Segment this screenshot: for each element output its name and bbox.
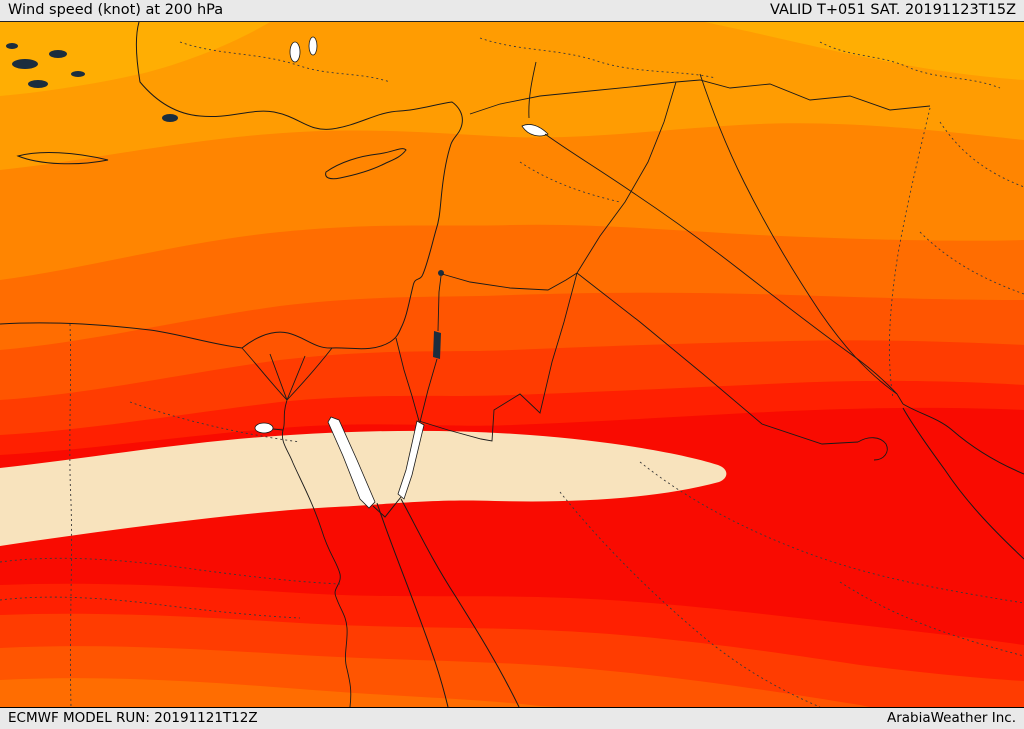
- header-bar: Wind speed (knot) at 200 hPa VALID T+051…: [0, 0, 1024, 22]
- aegean-island: [49, 50, 67, 58]
- dotted-border-libya-egypt: [69, 323, 73, 707]
- gulf-of-suez: [327, 416, 376, 509]
- aegean-island: [28, 80, 48, 88]
- nile-river: [281, 399, 352, 707]
- rhodes-island: [162, 114, 178, 122]
- dotted-border-syria-desert: [519, 161, 621, 203]
- dotted-border-saudi-1: [639, 461, 1024, 604]
- dotted-border-iran-iraq: [888, 107, 931, 399]
- dotted-border-egypt-south-2: [0, 596, 301, 619]
- border-syria-jordan: [441, 272, 578, 291]
- nile-delta-branch: [269, 353, 288, 401]
- lake-beysehir: [289, 41, 301, 63]
- dotted-border-turkey-2: [479, 37, 717, 79]
- model-run-label: ECMWF MODEL RUN: 20191121T12Z: [8, 710, 258, 726]
- lake-egirdir: [308, 36, 318, 56]
- cyprus-island: [325, 148, 407, 180]
- lake-fayoum: [254, 422, 274, 434]
- wind-band-4-lower: [0, 678, 560, 707]
- map-canvas: [0, 22, 1024, 707]
- coastline-anatolia-levant-egypt: [0, 22, 463, 350]
- border-iraq-saudi: [576, 272, 859, 445]
- nile-delta-east-branch: [286, 347, 333, 401]
- aegean-island: [12, 59, 38, 69]
- dotted-border-iran-1: [939, 121, 1024, 188]
- tigris-river: [699, 73, 904, 405]
- wadi-araba-line: [419, 358, 438, 423]
- dead-sea: [433, 331, 441, 359]
- red-sea-east-coast: [400, 498, 520, 707]
- aegean-island: [71, 71, 85, 77]
- sea-of-galilee: [438, 270, 444, 276]
- red-sea-west-coast: [376, 502, 449, 707]
- wind-band-1-topright: [705, 22, 1024, 80]
- nile-delta-branch: [286, 355, 306, 401]
- persian-gulf-arabia-coast: [902, 407, 1024, 560]
- footer-bar: ECMWF MODEL RUN: 20191121T12Z ArabiaWeat…: [0, 707, 1024, 729]
- gulf-of-aqaba: [397, 420, 425, 500]
- provider-label: ArabiaWeather Inc.: [886, 710, 1016, 726]
- dotted-border-saudi-3: [839, 581, 1024, 657]
- nile-delta-west-branch: [241, 347, 288, 401]
- map-title: Wind speed (knot) at 200 hPa: [8, 2, 224, 18]
- valid-time-label: VALID T+051 SAT. 20191123T15Z: [770, 2, 1016, 18]
- dotted-border-iran-2: [919, 231, 1024, 295]
- aegean-island: [6, 43, 18, 49]
- persian-gulf-iran-coast: [902, 403, 1024, 475]
- crete-island: [16, 152, 109, 165]
- border-syria-iraq: [576, 81, 677, 274]
- fayoum-connector: [272, 428, 284, 431]
- border-kuwait: [857, 437, 888, 461]
- border-turkey-syria-iraq: [469, 79, 931, 115]
- map-area: [0, 22, 1024, 707]
- border-jordan-saudi-zigzag: [418, 272, 578, 442]
- sinai-south-tip-coast: [372, 496, 402, 518]
- wind-band-1-topleft: [0, 22, 270, 96]
- border-israel-egypt: [395, 337, 420, 422]
- jordan-river: [437, 275, 442, 332]
- lake-assad: [521, 124, 549, 137]
